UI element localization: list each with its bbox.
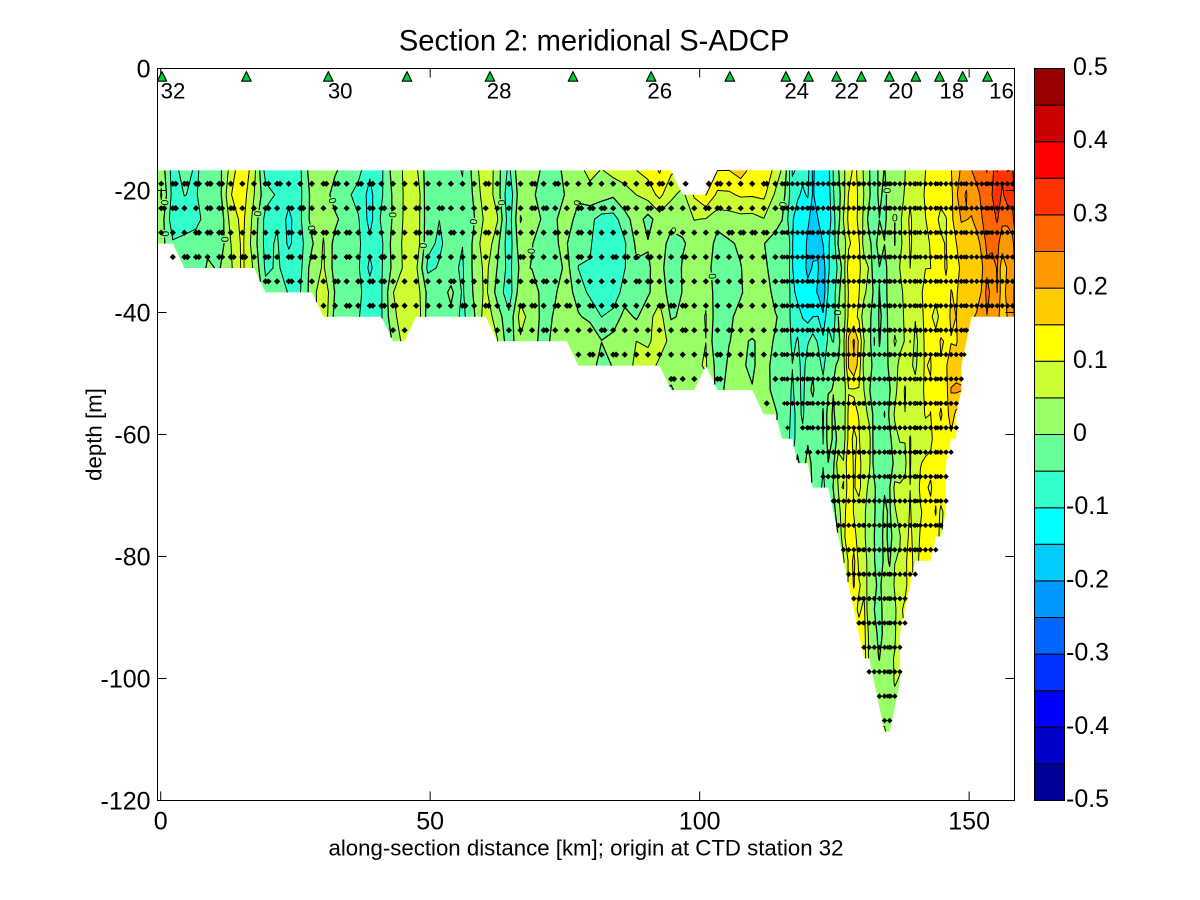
svg-text:0: 0 <box>469 218 480 225</box>
svg-text:along-section distance [km]; o: along-section distance [km]; origin at C… <box>329 836 844 861</box>
svg-text:18: 18 <box>940 79 965 104</box>
svg-text:-40: -40 <box>114 300 150 328</box>
svg-text:50: 50 <box>416 808 444 836</box>
svg-text:-0.2: -0.2 <box>1066 565 1109 593</box>
svg-text:24: 24 <box>784 79 809 104</box>
svg-text:Section 2: meridional S-ADCP: Section 2: meridional S-ADCP <box>399 25 790 57</box>
svg-text:0: 0 <box>1073 419 1087 447</box>
svg-text:0: 0 <box>706 273 717 280</box>
svg-text:28: 28 <box>487 79 512 104</box>
svg-text:16: 16 <box>989 79 1014 104</box>
svg-text:0.3: 0.3 <box>1073 199 1108 227</box>
svg-text:0: 0 <box>880 187 891 194</box>
svg-text:0: 0 <box>154 808 168 836</box>
svg-text:32: 32 <box>161 79 186 104</box>
svg-text:-20: -20 <box>114 178 150 206</box>
svg-text:0: 0 <box>160 199 171 206</box>
svg-text:0: 0 <box>778 201 789 208</box>
svg-text:-0.3: -0.3 <box>1066 639 1109 667</box>
svg-text:150: 150 <box>948 808 990 836</box>
svg-text:-120: -120 <box>101 788 151 816</box>
svg-text:0: 0 <box>305 225 317 232</box>
svg-text:26: 26 <box>647 79 672 104</box>
svg-text:0.1: 0.1 <box>1073 346 1108 374</box>
svg-text:0.2: 0.2 <box>1073 273 1108 301</box>
svg-text:20: 20 <box>888 79 913 104</box>
svg-text:100: 100 <box>679 808 721 836</box>
svg-text:0: 0 <box>495 199 506 206</box>
svg-text:-0.4: -0.4 <box>1066 712 1109 740</box>
svg-text:0: 0 <box>892 213 899 224</box>
svg-text:0: 0 <box>833 309 844 315</box>
svg-text:0.4: 0.4 <box>1073 126 1108 154</box>
svg-text:-0.1: -0.1 <box>1066 492 1109 520</box>
svg-text:0.5: 0.5 <box>1073 53 1108 81</box>
svg-text:0: 0 <box>527 248 538 255</box>
svg-text:0: 0 <box>159 231 170 237</box>
svg-text:-100: -100 <box>101 666 151 694</box>
svg-text:0: 0 <box>137 56 151 84</box>
svg-text:22: 22 <box>834 79 859 104</box>
svg-text:0: 0 <box>573 199 585 207</box>
svg-text:30: 30 <box>328 79 353 104</box>
svg-text:0: 0 <box>386 212 397 218</box>
svg-text:0: 0 <box>253 210 265 217</box>
svg-text:0: 0 <box>419 242 430 249</box>
svg-text:0: 0 <box>218 236 229 242</box>
svg-text:depth [m]: depth [m] <box>81 388 106 481</box>
svg-text:-80: -80 <box>114 544 150 572</box>
svg-text:-60: -60 <box>114 422 150 450</box>
svg-text:0: 0 <box>325 197 337 205</box>
svg-text:-0.5: -0.5 <box>1066 785 1109 813</box>
